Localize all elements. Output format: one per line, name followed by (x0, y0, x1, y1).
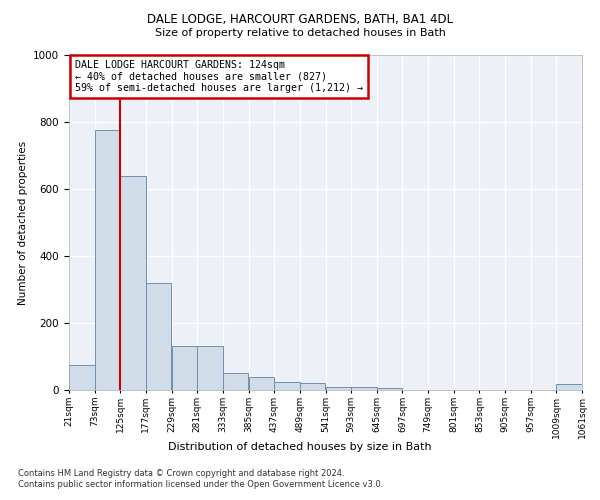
Bar (146, 283, 172, 390)
Text: Size of property relative to detached houses in Bath: Size of property relative to detached ho… (155, 28, 445, 38)
Y-axis label: Number of detached properties: Number of detached properties (17, 140, 28, 304)
Bar (95, 130, 120, 390)
Text: DALE LODGE HARCOURT GARDENS: 124sqm
← 40% of detached houses are smaller (827)
5: DALE LODGE HARCOURT GARDENS: 124sqm ← 40… (75, 60, 363, 93)
Bar (248, 376, 274, 390)
Text: DALE LODGE, HARCOURT GARDENS, BATH, BA1 4DL: DALE LODGE, HARCOURT GARDENS, BATH, BA1 … (147, 12, 453, 26)
Bar (121, 176, 146, 390)
Bar (172, 346, 197, 390)
Bar (326, 386, 351, 390)
Bar (274, 382, 300, 390)
Bar (556, 384, 582, 390)
Bar (197, 346, 223, 390)
Text: Distribution of detached houses by size in Bath: Distribution of detached houses by size … (168, 442, 432, 452)
Bar (351, 388, 377, 390)
Bar (300, 384, 325, 390)
Bar (69, 365, 95, 390)
Bar (223, 373, 248, 390)
Bar (377, 388, 403, 390)
Text: Contains HM Land Registry data © Crown copyright and database right 2024.: Contains HM Land Registry data © Crown c… (18, 469, 344, 478)
Text: Contains public sector information licensed under the Open Government Licence v3: Contains public sector information licen… (18, 480, 383, 489)
